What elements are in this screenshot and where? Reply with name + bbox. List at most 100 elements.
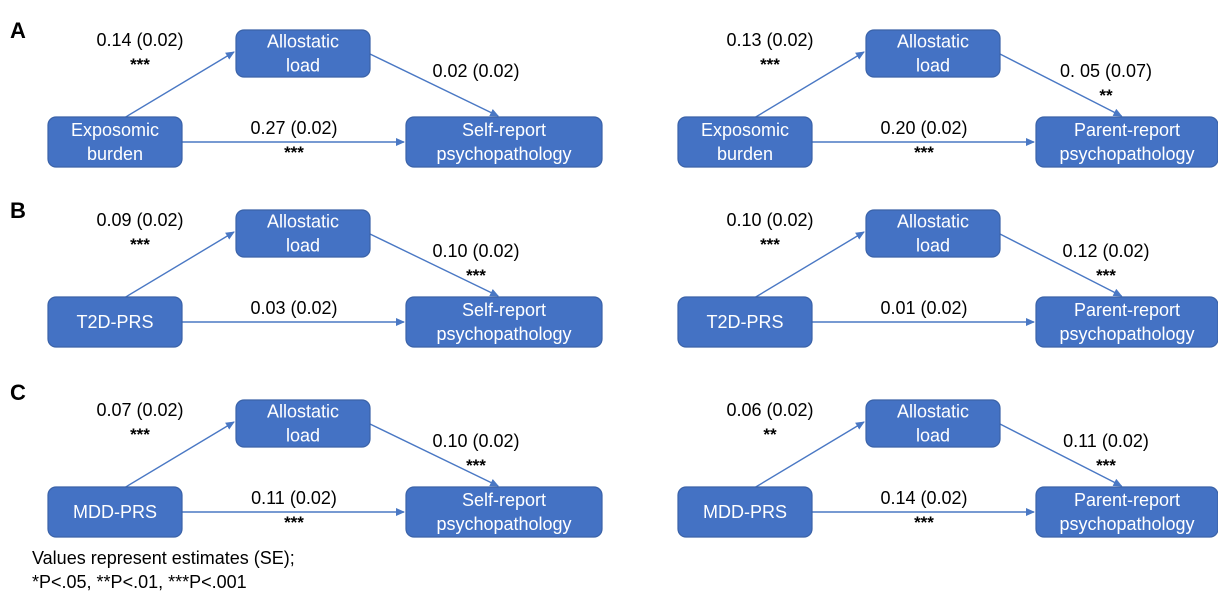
outcome-node-label: Self-report xyxy=(462,120,546,140)
mediator-node-label: Allostatic xyxy=(267,212,339,232)
outcome-node-box xyxy=(1035,486,1218,538)
c-path-estimate: 0.27 (0.02) xyxy=(250,118,337,138)
mediator-node-box xyxy=(235,399,371,448)
mediator-node-box xyxy=(235,29,371,78)
c-path-significance: *** xyxy=(284,143,304,162)
a-path-significance: *** xyxy=(760,235,780,254)
mediator-node-label: Allostatic xyxy=(267,32,339,52)
mediator-node-label: load xyxy=(916,236,950,256)
a-path-significance: *** xyxy=(130,55,150,74)
b-path-arrow xyxy=(999,53,1123,117)
mediation-model-C-1: MDD-PRS Allostatic load Self-report psychopa… xyxy=(47,399,603,538)
predictor-node-box xyxy=(677,486,813,538)
b-path-arrow xyxy=(999,423,1123,487)
mediator-node-label: load xyxy=(286,426,320,446)
predictor-node-box xyxy=(47,296,183,348)
a-path-arrow xyxy=(755,231,865,298)
mediator-node-label: Allostatic xyxy=(267,402,339,422)
mediator-node-label: load xyxy=(916,56,950,76)
b-path-estimate: 0.10 (0.02) xyxy=(432,241,519,261)
a-path-estimate: 0.14 (0.02) xyxy=(96,30,183,50)
c-path-significance: *** xyxy=(284,513,304,532)
c-path-significance: *** xyxy=(914,513,934,532)
a-path-arrow xyxy=(755,421,865,488)
a-path-significance: *** xyxy=(130,425,150,444)
predictor-node-label: burden xyxy=(717,144,773,164)
mediator-node-label: load xyxy=(916,426,950,446)
b-path-significance: *** xyxy=(466,456,486,475)
a-path-arrow xyxy=(125,231,235,298)
b-path-estimate: 0.12 (0.02) xyxy=(1062,241,1149,261)
mediator-node-label: Allostatic xyxy=(897,212,969,232)
outcome-node-box xyxy=(1035,116,1218,168)
c-path-estimate: 0.20 (0.02) xyxy=(880,118,967,138)
mediator-node-box xyxy=(865,209,1001,258)
outcome-node-label: psychopathology xyxy=(436,324,571,344)
outcome-node-label: Self-report xyxy=(462,490,546,510)
a-path-estimate: 0.07 (0.02) xyxy=(96,400,183,420)
mediation-model-A-1: Exposomic burden Allostatic load Self-report… xyxy=(47,29,603,168)
predictor-node-box xyxy=(677,296,813,348)
outcome-node-box xyxy=(405,296,603,348)
predictor-node-label: Exposomic xyxy=(701,120,789,140)
mediation-model-B-1: T2D-PRS Allostatic load Self-report psychopa… xyxy=(47,209,603,348)
outcome-node-label: psychopathology xyxy=(1059,324,1194,344)
panel-letter-B: B xyxy=(10,198,26,223)
mediator-node-box xyxy=(865,29,1001,78)
b-path-significance: *** xyxy=(1096,456,1116,475)
outcome-node-label: psychopathology xyxy=(1059,144,1194,164)
a-path-estimate: 0.09 (0.02) xyxy=(96,210,183,230)
outcome-node-label: psychopathology xyxy=(436,144,571,164)
c-path-estimate: 0.11 (0.02) xyxy=(251,488,337,508)
mediator-node-label: load xyxy=(286,56,320,76)
predictor-node-label: MDD-PRS xyxy=(703,502,787,522)
predictor-node-label: T2D-PRS xyxy=(76,312,153,332)
mediator-node-box xyxy=(865,399,1001,448)
footnote-line-2: *P<.05, **P<.01, ***P<.001 xyxy=(32,572,247,592)
b-path-arrow xyxy=(369,53,500,117)
outcome-node-label: Parent-report xyxy=(1074,120,1180,140)
b-path-estimate: 0.02 (0.02) xyxy=(432,61,519,81)
predictor-node-box xyxy=(47,116,183,168)
mediator-node-box xyxy=(235,209,371,258)
c-path-significance: *** xyxy=(914,143,934,162)
b-path-significance: *** xyxy=(466,266,486,285)
b-path-arrow xyxy=(369,423,500,487)
b-path-arrow xyxy=(369,233,500,297)
outcome-node-label: psychopathology xyxy=(1059,514,1194,534)
a-path-arrow xyxy=(125,421,235,488)
outcome-node-label: Parent-report xyxy=(1074,490,1180,510)
a-path-estimate: 0.13 (0.02) xyxy=(726,30,813,50)
predictor-node-box xyxy=(677,116,813,168)
b-path-arrow xyxy=(999,233,1123,297)
c-path-estimate: 0.03 (0.02) xyxy=(250,298,337,318)
outcome-node-box xyxy=(405,486,603,538)
mediator-node-label: Allostatic xyxy=(897,32,969,52)
predictor-node-label: MDD-PRS xyxy=(73,502,157,522)
b-path-estimate: 0.10 (0.02) xyxy=(432,431,519,451)
mediator-node-label: Allostatic xyxy=(897,402,969,422)
mediation-model-B-2: T2D-PRS Allostatic load Parent-report psycho… xyxy=(677,209,1218,348)
a-path-estimate: 0.10 (0.02) xyxy=(726,210,813,230)
mediator-node-label: load xyxy=(286,236,320,256)
mediation-model-A-2: Exposomic burden Allostatic load Parent-repo… xyxy=(677,29,1218,168)
c-path-estimate: 0.01 (0.02) xyxy=(880,298,967,318)
b-path-significance: ** xyxy=(1099,86,1113,105)
c-path-estimate: 0.14 (0.02) xyxy=(880,488,967,508)
a-path-significance: *** xyxy=(760,55,780,74)
outcome-node-label: Parent-report xyxy=(1074,300,1180,320)
mediation-model-C-2: MDD-PRS Allostatic load Parent-report psycho… xyxy=(677,399,1218,538)
panel-letter-A: A xyxy=(10,18,26,43)
panel-letter-C: C xyxy=(10,380,26,405)
predictor-node-label: Exposomic xyxy=(71,120,159,140)
outcome-node-label: psychopathology xyxy=(436,514,571,534)
outcome-node-box xyxy=(405,116,603,168)
footnote-line-1: Values represent estimates (SE); xyxy=(32,548,295,568)
predictor-node-label: T2D-PRS xyxy=(706,312,783,332)
a-path-arrow xyxy=(125,51,235,118)
outcome-node-box xyxy=(1035,296,1218,348)
a-path-estimate: 0.06 (0.02) xyxy=(726,400,813,420)
b-path-significance: *** xyxy=(1096,266,1116,285)
a-path-significance: ** xyxy=(763,425,777,444)
